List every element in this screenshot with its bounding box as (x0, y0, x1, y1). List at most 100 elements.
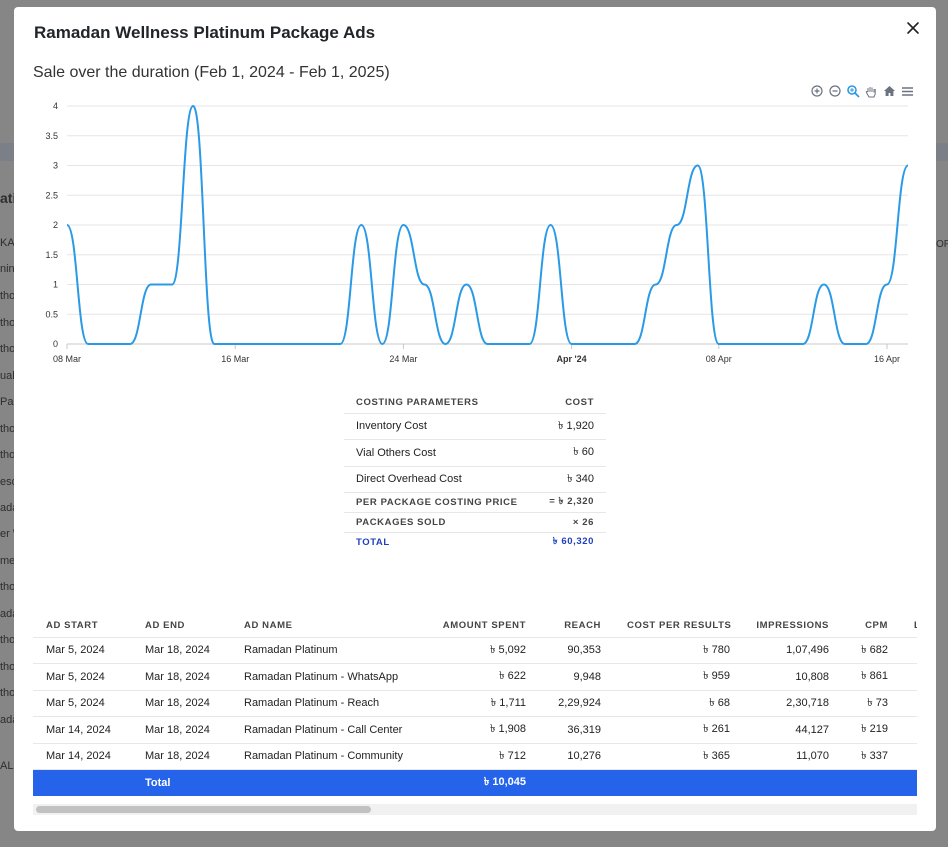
zoom-in-icon[interactable] (809, 83, 825, 99)
chart-heading: Sale over the duration (Feb 1, 2024 - Fe… (33, 64, 390, 81)
col-cpm[interactable]: CPM (842, 615, 901, 638)
cell-ad-end: Mar 18, 2024 (132, 637, 231, 664)
packages-sold-row: PACKAGES SOLD × 26 (344, 512, 606, 533)
pan-hand-icon[interactable] (863, 83, 879, 99)
cell-cost-per-results: ৳ 780 (614, 637, 743, 664)
cell-truncated (901, 743, 917, 770)
ads-table-row[interactable]: Mar 14, 2024 Mar 18, 2024 Ramadan Platinum… (33, 716, 917, 744)
cell-reach: 10,276 (539, 743, 614, 770)
col-impressions[interactable]: IMPRESSIONS (743, 615, 842, 638)
cell-cpm: ৳ 337 (842, 743, 901, 770)
ads-table-container[interactable]: AD START AD END AD NAME AMOUNT SPENT REA… (33, 615, 917, 815)
col-cost-per-results[interactable]: COST PER RESULTS (614, 615, 743, 638)
x-tick-label: 16 Apr (874, 354, 900, 364)
costing-total-label: TOTAL (356, 537, 390, 549)
cell-ad-end: Mar 18, 2024 (132, 716, 231, 744)
cell-cost-per-results: ৳ 68 (614, 690, 743, 717)
cell-impressions: 10,808 (743, 663, 842, 691)
scrollbar-thumb[interactable] (36, 806, 371, 813)
cell-truncated (901, 716, 917, 744)
y-tick-label: 2.5 (45, 190, 58, 200)
cell-reach: 90,353 (539, 637, 614, 664)
background-fragment: eso (0, 476, 18, 488)
cell-ad-name: Ramadan Platinum - Reach (231, 690, 407, 717)
costing-row: Direct Overhead Cost ৳ 340 (344, 466, 606, 493)
background-fragment: tho (0, 290, 16, 302)
cell-amount-spent: ৳ 5,092 (407, 637, 539, 664)
cell-cpm: ৳ 73 (842, 690, 901, 717)
col-ad-end[interactable]: AD END (132, 615, 231, 638)
y-tick-label: 0 (53, 339, 58, 349)
col-truncated[interactable]: L (901, 615, 917, 638)
x-tick-label: 16 Mar (221, 354, 249, 364)
background-fragment: tho (0, 423, 16, 435)
costing-total-row: TOTAL ৳ 60,320 (344, 533, 606, 553)
cell-ad-name: Ramadan Platinum (231, 637, 407, 664)
zoom-selection-icon[interactable] (845, 83, 861, 99)
col-ad-start[interactable]: AD START (33, 615, 132, 638)
background-fragment: tho (0, 581, 16, 593)
y-tick-label: 1.5 (45, 250, 58, 260)
cell-amount-spent: ৳ 1,711 (407, 690, 539, 717)
per-package-value: = ৳ 2,320 (535, 492, 606, 513)
costing-table: COSTING PARAMETERS COST Inventory Cost ৳ … (344, 393, 606, 553)
menu-icon[interactable] (899, 83, 915, 99)
col-amount-spent[interactable]: AMOUNT SPENT (407, 615, 539, 638)
y-tick-label: 3 (53, 161, 58, 171)
background-fragment: ada (0, 714, 19, 726)
cell-cost-per-results: ৳ 365 (614, 743, 743, 770)
horizontal-scrollbar[interactable] (33, 804, 917, 815)
ads-modal: Ramadan Wellness Platinum Package Ads Sa… (14, 7, 936, 831)
ads-table-row[interactable]: Mar 5, 2024 Mar 18, 2024 Ramadan Platinum ৳… (33, 637, 917, 664)
cell-ad-end: Mar 18, 2024 (132, 663, 231, 691)
y-tick-label: 3.5 (45, 131, 58, 141)
home-reset-icon[interactable] (881, 83, 897, 99)
col-reach[interactable]: REACH (539, 615, 614, 638)
cell-ad-name: Ramadan Platinum - WhatsApp (231, 663, 407, 691)
costing-value: ৳ 340 (535, 466, 606, 493)
per-package-label: PER PACKAGE COSTING PRICE (344, 492, 536, 513)
ads-table-row[interactable]: Mar 14, 2024 Mar 18, 2024 Ramadan Platinum… (33, 743, 917, 770)
cell-cpm: ৳ 219 (842, 716, 901, 744)
cell-ad-start: Mar 5, 2024 (33, 637, 132, 664)
cell-truncated (901, 663, 917, 691)
background-fragment: ati (0, 190, 17, 206)
cell-impressions: 1,07,496 (743, 637, 842, 664)
ads-total-row: Total ৳ 10,045 (33, 769, 917, 796)
cell-impressions: 11,070 (743, 743, 842, 770)
costing-value: ৳ 60 (535, 439, 606, 467)
x-tick-label: 08 Mar (53, 354, 81, 364)
costing-header-parameters: COSTING PARAMETERS (344, 393, 536, 414)
cell-reach: 2,29,924 (539, 690, 614, 717)
cell-cpm: ৳ 861 (842, 663, 901, 691)
costing-row: Inventory Cost ৳ 1,920 (344, 413, 606, 440)
y-tick-label: 0.5 (45, 309, 58, 319)
ads-table-row[interactable]: Mar 5, 2024 Mar 18, 2024 Ramadan Platinum … (33, 663, 917, 691)
chart-toolbar (809, 83, 915, 99)
costing-label: Inventory Cost (344, 413, 536, 440)
ads-table-body: Mar 5, 2024 Mar 18, 2024 Ramadan Platinum ৳… (33, 637, 917, 770)
close-icon[interactable] (904, 19, 922, 37)
cell-reach: 36,319 (539, 716, 614, 744)
x-tick-label: 24 Mar (389, 354, 417, 364)
ads-table-row[interactable]: Mar 5, 2024 Mar 18, 2024 Ramadan Platinum … (33, 690, 917, 717)
sales-line-chart: 0 0.5 1 1.5 2 2.5 3 3.5 4 08 Mar 16 Mar 24 Mar Apr '… (45, 101, 909, 364)
col-ad-name[interactable]: AD NAME (231, 615, 407, 638)
costing-label: Direct Overhead Cost (344, 466, 536, 493)
y-tick-label: 2 (53, 220, 58, 230)
cell-ad-name: Ramadan Platinum - Community (231, 743, 407, 770)
zoom-out-icon[interactable] (827, 83, 843, 99)
packages-sold-label: PACKAGES SOLD (344, 512, 536, 533)
packages-sold-value: × 26 (535, 512, 606, 533)
cell-amount-spent: ৳ 622 (407, 663, 539, 691)
cell-truncated (901, 637, 917, 664)
x-tick-label: 08 Apr (706, 354, 732, 364)
cell-reach: 9,948 (539, 663, 614, 691)
cell-amount-spent: ৳ 712 (407, 743, 539, 770)
ads-total-amount: ৳ 10,045 (407, 769, 539, 796)
cell-cost-per-results: ৳ 959 (614, 663, 743, 691)
cell-impressions: 2,30,718 (743, 690, 842, 717)
modal-title: Ramadan Wellness Platinum Package Ads (34, 23, 376, 42)
cell-cost-per-results: ৳ 261 (614, 716, 743, 744)
y-tick-label: 4 (53, 101, 58, 111)
